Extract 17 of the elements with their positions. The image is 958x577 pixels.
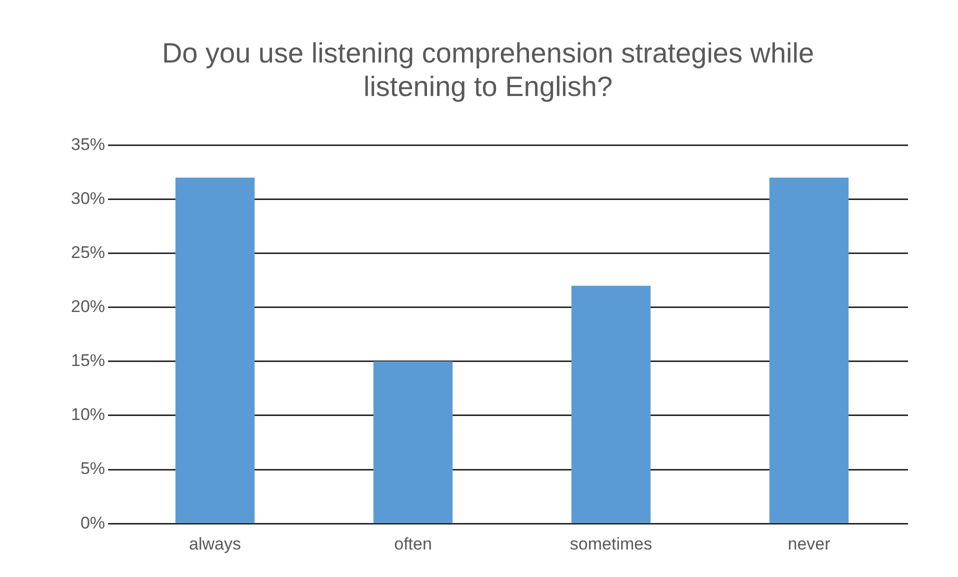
x-tick-label: sometimes <box>570 534 652 554</box>
bar <box>769 178 849 523</box>
chart-title: Do you use listening comprehension strategies while listening to English? <box>162 38 814 102</box>
y-tick-label: 10% <box>70 405 106 424</box>
x-tick-label: often <box>394 534 432 554</box>
x-tick-label: never <box>788 534 831 554</box>
y-tick-label: 25% <box>70 243 106 262</box>
y-tick-label: 0% <box>80 513 106 532</box>
y-tick-label: 15% <box>70 351 106 370</box>
y-tick-label: 5% <box>80 459 106 478</box>
x-tick-label: always <box>189 534 242 554</box>
bar <box>175 178 255 523</box>
bar <box>571 286 651 523</box>
y-tick-label: 35% <box>70 134 106 154</box>
bar <box>373 361 453 523</box>
y-tick-label: 30% <box>70 188 106 208</box>
y-tick-label: 20% <box>70 297 106 316</box>
